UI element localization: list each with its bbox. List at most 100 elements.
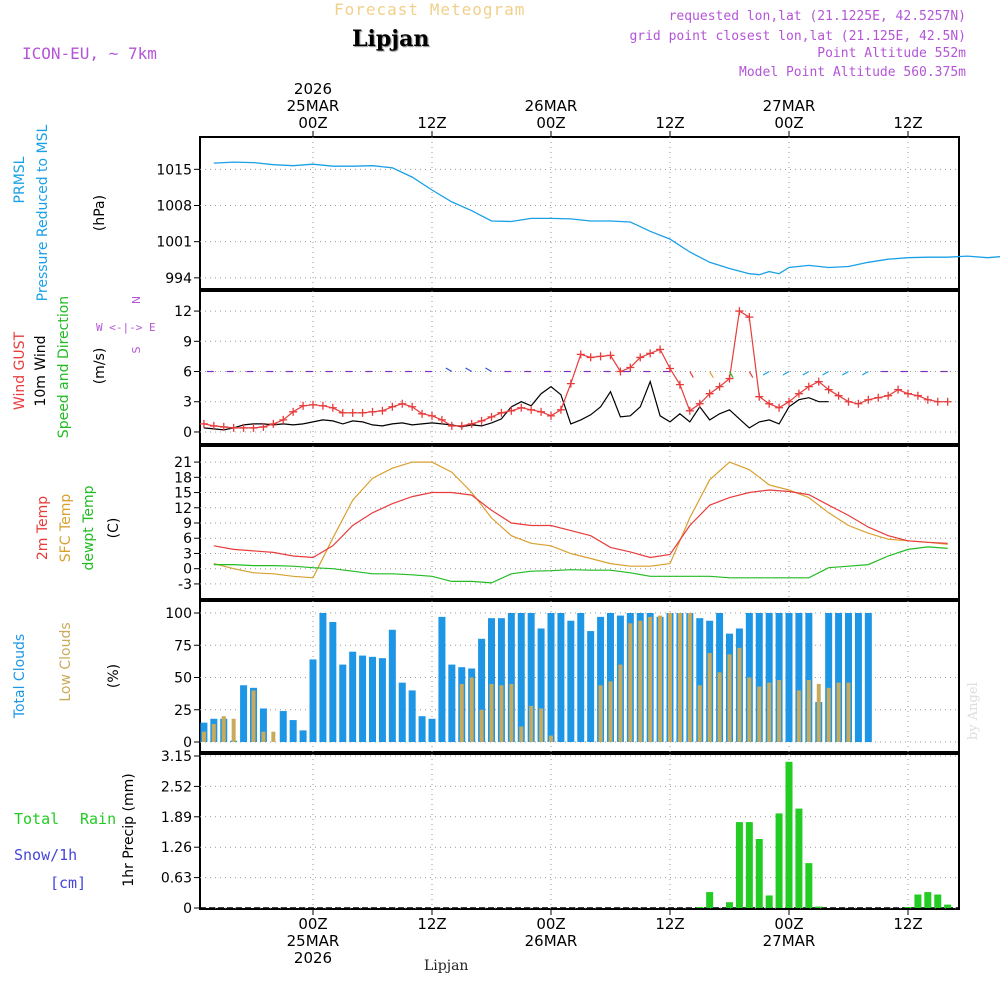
gust-marker bbox=[874, 393, 883, 402]
total-cloud-bar bbox=[785, 613, 793, 742]
top-axis-label: 12Z bbox=[893, 114, 922, 132]
gust-marker bbox=[656, 345, 665, 354]
wind-10m-label: 10m Wind bbox=[33, 335, 49, 406]
gust-marker bbox=[259, 422, 268, 431]
bottom-axis-label: 00Z bbox=[774, 915, 803, 933]
top-axis-label: 12Z bbox=[417, 114, 446, 132]
y-tick-label: 0 bbox=[183, 735, 192, 751]
gust-marker bbox=[547, 411, 555, 420]
low-cloud-bar bbox=[628, 623, 633, 742]
y-tick-label: 15 bbox=[174, 486, 192, 502]
gust-marker bbox=[804, 382, 813, 391]
gust-marker bbox=[814, 377, 823, 386]
panel-frame-wind bbox=[199, 290, 960, 445]
gust-marker bbox=[338, 408, 347, 417]
low-cloud-bar bbox=[608, 681, 613, 742]
low-cloud-bar bbox=[707, 652, 712, 742]
low-cloud-bar bbox=[816, 683, 821, 742]
y-tick-label: 994 bbox=[165, 271, 192, 287]
low-cloud-bar bbox=[618, 664, 623, 742]
gust-marker bbox=[348, 408, 357, 417]
gust-marker bbox=[368, 407, 377, 416]
total-cloud-bar bbox=[517, 613, 525, 742]
gust-marker bbox=[378, 406, 387, 415]
rain-bar bbox=[745, 822, 753, 908]
panel-frame-precip bbox=[199, 753, 960, 910]
total-cloud-bar bbox=[279, 711, 287, 742]
top-axis-label: 2026 bbox=[294, 80, 332, 98]
rain-bar bbox=[696, 907, 704, 908]
total-cloud-bar bbox=[587, 631, 595, 742]
y-tick-label: 12 bbox=[174, 501, 192, 517]
total-cloud-bar bbox=[388, 629, 396, 742]
y-tick-label: 18 bbox=[174, 470, 192, 486]
wind-unit-label: (m/s) bbox=[92, 348, 108, 385]
gust-marker bbox=[586, 353, 595, 362]
gust-marker bbox=[309, 400, 317, 409]
gust-marker bbox=[904, 389, 912, 398]
temp-sfc-label: SFC Temp bbox=[58, 494, 74, 563]
low-cloud-bar bbox=[519, 726, 524, 742]
gust-marker bbox=[894, 385, 903, 394]
total-cloud-bar bbox=[557, 613, 565, 742]
gust-marker bbox=[249, 423, 258, 432]
total-cloud-bar bbox=[488, 618, 495, 742]
low-cloud-bar bbox=[499, 685, 504, 742]
gust-marker bbox=[725, 374, 734, 383]
wind-direction-label: Speed and Direction bbox=[56, 296, 72, 438]
gust-marker bbox=[556, 405, 565, 414]
pressure-line bbox=[213, 161, 1000, 276]
top-axis-label: 00Z bbox=[536, 114, 565, 132]
total-cloud-bar bbox=[765, 613, 773, 742]
y-tick-label: 1008 bbox=[156, 199, 192, 215]
gust-marker bbox=[318, 401, 327, 410]
low-cloud-bar bbox=[697, 685, 702, 742]
gust-marker bbox=[239, 423, 248, 432]
gust-marker bbox=[527, 405, 536, 414]
pressure-label-msl: Pressure Reduced to MSL bbox=[35, 124, 51, 301]
temp-dewpt-label: dewpt Temp bbox=[81, 485, 97, 570]
wind-direction-arrow bbox=[485, 367, 492, 373]
gust-marker bbox=[785, 397, 793, 406]
gust-marker bbox=[616, 367, 625, 376]
wind-speed-line bbox=[203, 379, 829, 431]
gust-marker bbox=[388, 402, 397, 411]
total-cloud-bar bbox=[339, 664, 347, 742]
pressure-unit-label: (hPa) bbox=[92, 195, 108, 231]
gust-marker bbox=[715, 382, 724, 391]
gust-marker bbox=[576, 350, 585, 359]
gust-marker bbox=[269, 419, 278, 428]
low-cloud-bar bbox=[221, 716, 226, 742]
rain-bar bbox=[934, 894, 942, 908]
compass-west-east: W <-|-> E bbox=[96, 321, 156, 334]
gust-marker bbox=[943, 397, 952, 406]
total-cloud-bar bbox=[299, 730, 307, 742]
gust-marker bbox=[477, 416, 486, 425]
total-cloud-bar bbox=[577, 613, 585, 742]
requested-coords: requested lon,lat (21.1225E, 42.5257N) bbox=[668, 9, 966, 24]
gust-marker bbox=[447, 421, 456, 430]
total-cloud-bar bbox=[398, 682, 406, 742]
gust-marker bbox=[735, 307, 744, 316]
gust-marker bbox=[418, 409, 427, 418]
gust-marker bbox=[844, 397, 853, 406]
rain-bar bbox=[735, 822, 743, 908]
temp-2m-line bbox=[213, 489, 948, 559]
low-cloud-bar bbox=[767, 682, 772, 742]
low-cloud-bar bbox=[469, 677, 474, 742]
total-cloud-bar bbox=[448, 664, 456, 742]
total-cloud-bar bbox=[478, 638, 486, 742]
location-title: Lipjan bbox=[352, 26, 430, 52]
low-cloud-bar bbox=[489, 683, 494, 742]
footer-location: Lipjan bbox=[424, 958, 469, 974]
pressure-label-prmsl: PRMSL bbox=[12, 156, 28, 203]
gust-marker bbox=[824, 385, 833, 394]
low-cloud-bar bbox=[271, 731, 276, 742]
gust-marker bbox=[933, 397, 942, 406]
gust-marker bbox=[467, 419, 476, 428]
low-cloud-bar bbox=[261, 731, 266, 742]
top-axis-label: 00Z bbox=[774, 114, 803, 132]
dewpt-line bbox=[213, 546, 948, 584]
precip-snow-unit-label: [cm] bbox=[50, 874, 86, 892]
low-cloud-bar bbox=[727, 654, 732, 742]
